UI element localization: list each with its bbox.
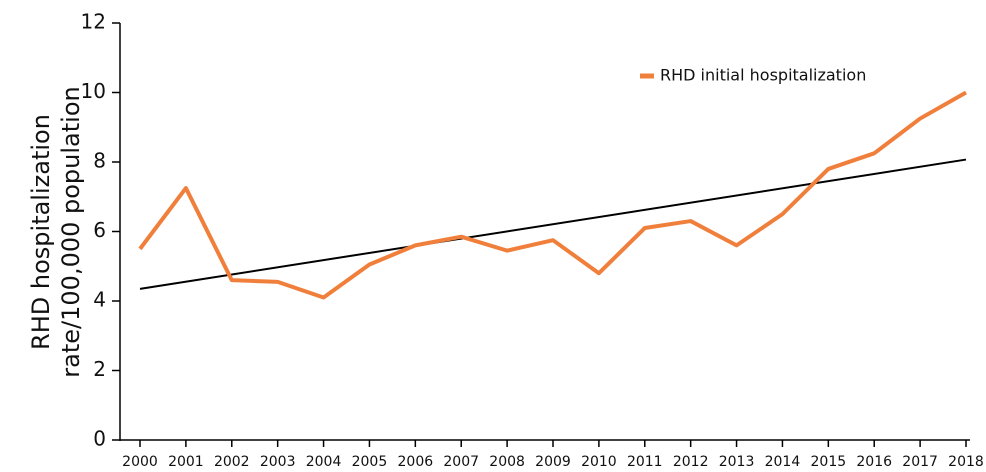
y-axis-label: RHD hospitalization (27, 114, 55, 350)
data-line (138, 90, 967, 300)
x-tick-label: 2011 (627, 454, 663, 470)
trend-line (139, 158, 967, 290)
x-tick-label: 2014 (765, 454, 801, 470)
x-tick-label: 2002 (214, 454, 250, 470)
x-tick-label: 2013 (719, 454, 755, 470)
x-tick-label: 2004 (306, 454, 342, 470)
x-tick-label: 2015 (811, 454, 847, 470)
y-tick-label: 10 (81, 79, 106, 103)
y-tick-label: 12 (81, 10, 106, 34)
x-tick-label: 2007 (443, 454, 479, 470)
x-tick-label: 2010 (581, 454, 617, 470)
x-tick-label: 2003 (260, 454, 296, 470)
x-tick-label: 2000 (122, 454, 158, 470)
x-tick-label: 2005 (352, 454, 388, 470)
legend-label: RHD initial hospitalization (660, 66, 866, 85)
x-tick-label: 2016 (856, 454, 892, 470)
y-tick-label: 6 (93, 218, 106, 242)
y-tick-label: 2 (93, 357, 106, 381)
x-tick-label: 2006 (398, 454, 434, 470)
x-tick-label: 2001 (168, 454, 204, 470)
x-tick-label: 2017 (902, 454, 938, 470)
y-tick-label: 0 (93, 427, 106, 451)
x-tick-label: 2018 (948, 454, 984, 470)
y-axis-label: rate/100,000 population (57, 86, 85, 377)
x-tick-label: 2008 (489, 454, 525, 470)
y-tick-label: 4 (93, 288, 106, 312)
x-tick-label: 2009 (535, 454, 571, 470)
y-tick-label: 8 (93, 149, 106, 173)
x-tick-label: 2012 (673, 454, 709, 470)
